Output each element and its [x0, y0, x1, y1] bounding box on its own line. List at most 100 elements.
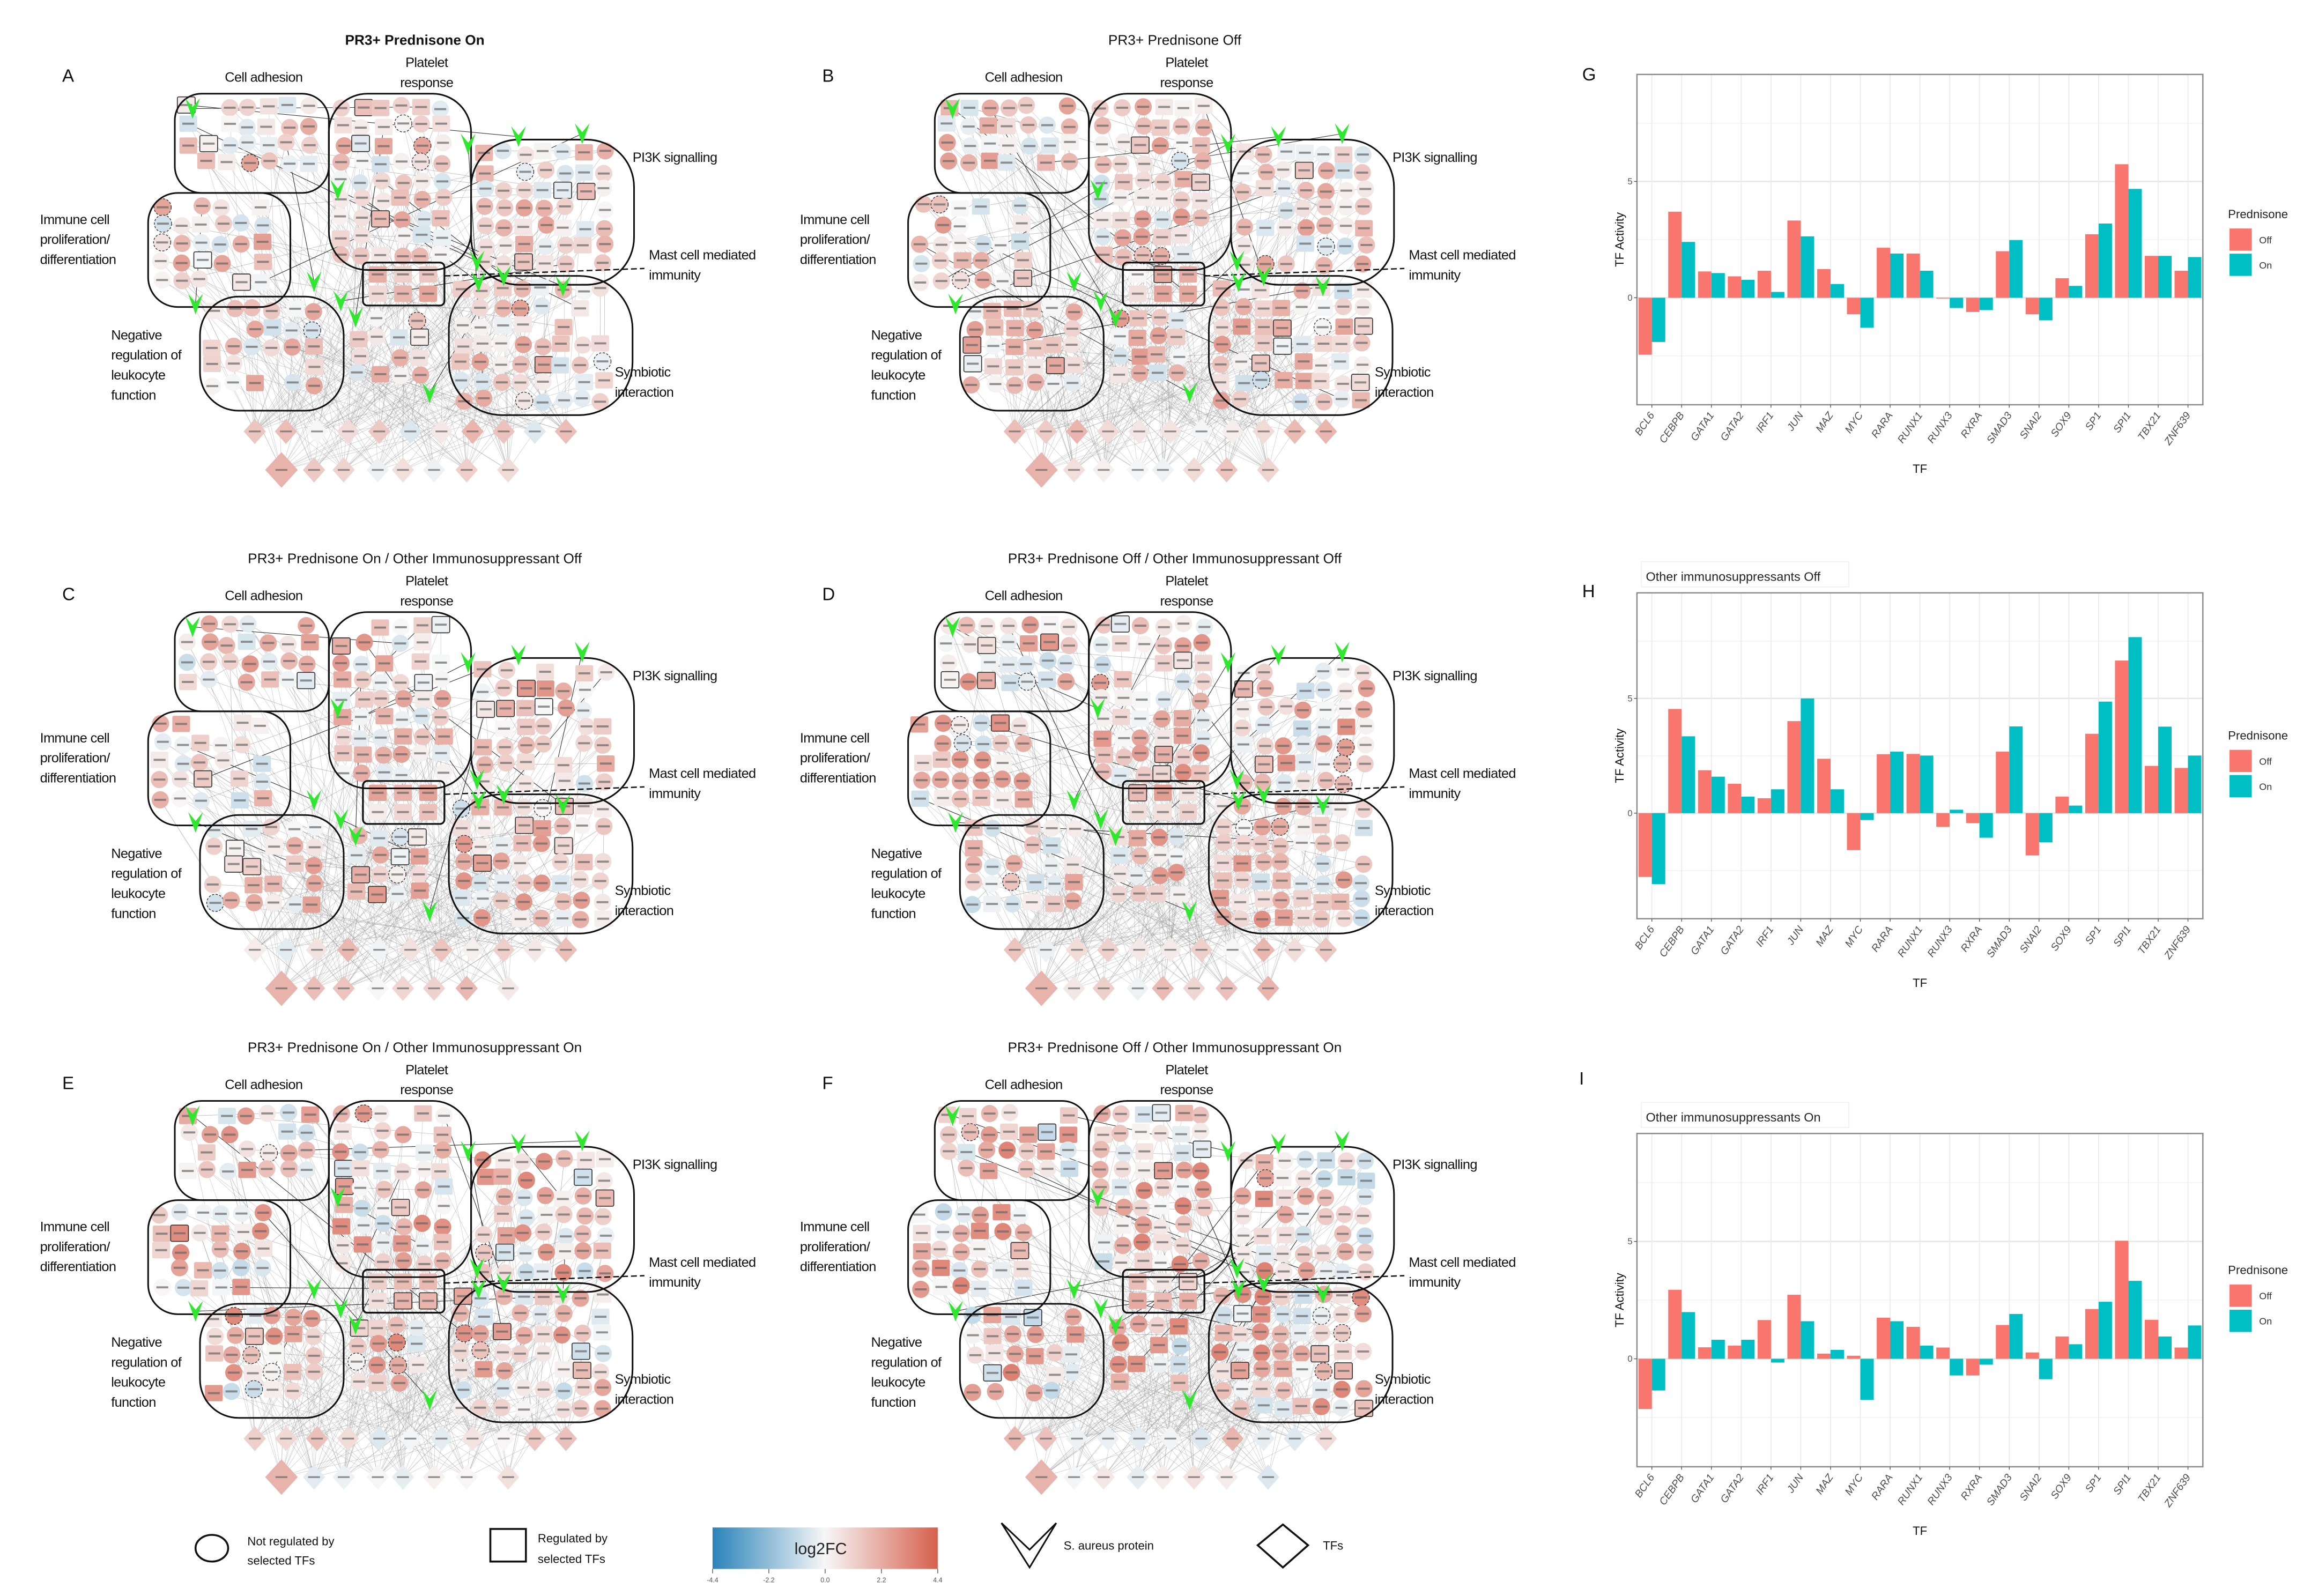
- cluster-mast-cell-outline: [362, 1268, 446, 1314]
- gene-node-label: [515, 363, 527, 366]
- gene-node-label: [335, 699, 347, 701]
- tf-node-label: [308, 1476, 320, 1478]
- saureus-protein-icon: [1182, 901, 1197, 922]
- gene-node-label: [1356, 172, 1368, 174]
- gene-node-label: [372, 811, 384, 813]
- gene-node-label: [557, 226, 569, 229]
- gene-node-label: [455, 807, 468, 810]
- gene-node-label: [265, 826, 277, 828]
- network-edge: [1077, 354, 1157, 432]
- gene-node-label: [597, 917, 610, 920]
- gene-node-label: [229, 307, 241, 310]
- gene-node-label: [246, 345, 258, 348]
- gene-node-label: [479, 708, 492, 710]
- gene-node-label: [1002, 641, 1014, 643]
- tf-node-label: [1133, 430, 1145, 433]
- gene-node-label: [1182, 1300, 1194, 1302]
- gene-node-label: [417, 736, 429, 738]
- gene-node-label: [392, 336, 405, 339]
- gene-node-label: [1177, 253, 1189, 255]
- gene-node-label: [335, 254, 347, 256]
- gene-node-label: [414, 255, 426, 257]
- network-edge: [239, 778, 317, 950]
- cluster-immune-cell-outline: [147, 710, 292, 827]
- network-edge: [251, 828, 508, 989]
- gene-node-label: [1095, 1148, 1107, 1150]
- gene-node-label: [1299, 689, 1312, 692]
- gene-node-label: [1118, 737, 1130, 739]
- gene-node-label: [227, 863, 240, 865]
- network-edge: [1065, 663, 1227, 989]
- gene-node-label: [1314, 380, 1327, 382]
- gene-node-label: [1257, 342, 1270, 344]
- gene-node-label: [335, 662, 347, 664]
- gene-node-label: [578, 381, 590, 383]
- gene-node-label: [915, 779, 928, 782]
- gene-node-label: [497, 263, 510, 265]
- gene-node-label: [913, 243, 926, 246]
- gene-node-label: [498, 227, 510, 229]
- gene-node-label: [350, 1360, 363, 1363]
- gene-node-label: [303, 144, 316, 146]
- gene-node-label: [479, 187, 492, 190]
- gene-node-label: [495, 860, 507, 863]
- gene-node-label: [1158, 106, 1171, 108]
- gene-node-label: [438, 1205, 450, 1207]
- gene-node-label: [411, 836, 424, 838]
- gene-node-label: [995, 1211, 1008, 1214]
- network-edge: [1077, 1389, 1342, 1439]
- gene-node-label: [1156, 236, 1168, 239]
- gene-node-label: [537, 345, 549, 348]
- network-edge: [1020, 205, 1077, 432]
- network-edge: [281, 293, 378, 470]
- gene-node-label: [539, 687, 552, 690]
- gene-node-label: [248, 901, 261, 904]
- gene-node-label: [205, 347, 218, 349]
- gene-node-label: [337, 124, 349, 127]
- gene-node-label: [1063, 626, 1075, 628]
- gene-node-label: [995, 1269, 1008, 1272]
- gene-node-label: [358, 106, 370, 109]
- gene-node-label: [1318, 264, 1330, 267]
- gene-node-label: [458, 880, 470, 882]
- gene-node-label: [1017, 259, 1029, 262]
- network-edge: [1162, 154, 1344, 470]
- cluster-label-immune-cell: proliferation/: [40, 1239, 111, 1254]
- gene-node-label: [1138, 1150, 1151, 1153]
- gene-node-label: [596, 725, 609, 728]
- gene-node-label: [1118, 756, 1130, 759]
- gene-node-label: [308, 366, 321, 368]
- gene-node-label: [500, 1234, 513, 1237]
- network-edge: [508, 365, 581, 470]
- gene-node-label: [224, 106, 236, 109]
- gene-node-label: [241, 126, 253, 129]
- network-panels: PR3+ Prednisone OnA Cell adhesionPlatelet…: [40, 32, 1516, 1495]
- saureus-protein-icon: [330, 1186, 345, 1208]
- network-panel-d: PR3+ Prednisone Off / Other Immunosuppre…: [800, 551, 1516, 1006]
- cluster-label-immune-cell: proliferation/: [40, 751, 111, 766]
- gene-node-label: [984, 159, 996, 162]
- gene-node-label: [917, 762, 929, 764]
- network-edge: [1226, 328, 1283, 470]
- cluster-label-mast-cell: immunity: [649, 268, 701, 283]
- gene-node-label: [422, 273, 434, 276]
- gene-node-label: [576, 1233, 589, 1235]
- gene-node-label: [153, 1214, 166, 1216]
- gene-node-label: [1337, 306, 1350, 308]
- gene-node-label: [1214, 363, 1227, 366]
- gene-node-label: [477, 780, 490, 783]
- cluster-label-mast-cell: Mast cell mediated: [649, 766, 755, 781]
- gene-node-label: [575, 1407, 587, 1410]
- gene-node-label: [1238, 263, 1250, 266]
- gene-node-label: [498, 1369, 510, 1372]
- gene-node-label: [1063, 125, 1076, 128]
- saureus-protein-icon: [574, 1130, 590, 1152]
- tf-node-label: [1157, 469, 1169, 471]
- network-edge: [961, 1251, 1138, 1282]
- tf-node-label: [275, 1476, 287, 1478]
- saureus-protein-icon: [1182, 382, 1197, 404]
- gene-node-label: [1275, 899, 1287, 902]
- network-edge: [417, 321, 566, 432]
- network-edge: [1023, 1287, 1269, 1478]
- gene-node-label: [520, 1179, 532, 1182]
